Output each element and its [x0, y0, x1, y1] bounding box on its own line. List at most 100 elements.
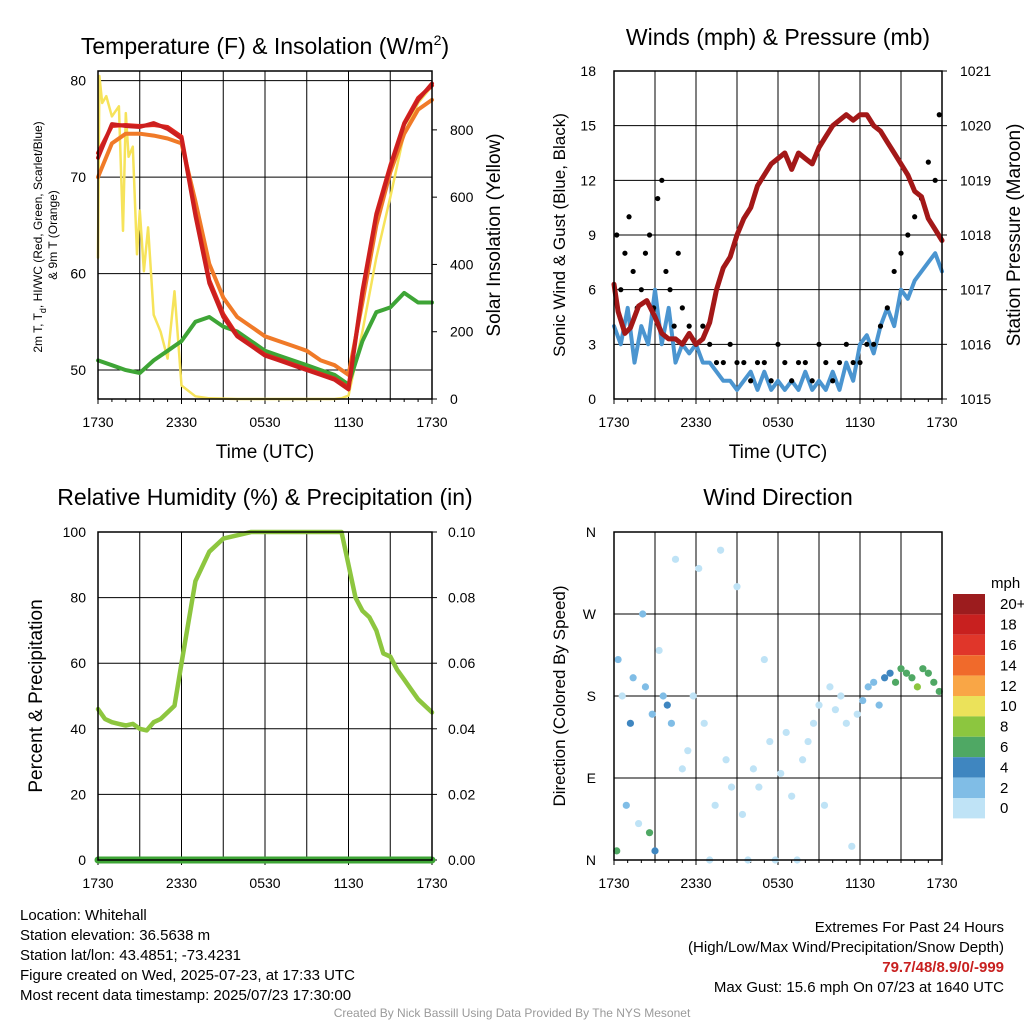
- direction-point: [848, 842, 856, 850]
- legend-label: 20+: [1000, 596, 1024, 613]
- direction-point: [788, 792, 796, 800]
- y-axis-label-left: Direction (Colored By Speed): [550, 585, 569, 806]
- y-tick-label-left: 100: [63, 524, 87, 540]
- direction-point: [826, 683, 834, 691]
- plot-frame: [97, 70, 433, 400]
- gust-point: [809, 378, 815, 384]
- y-tick-label-left: 60: [70, 266, 86, 282]
- legend-swatch: [953, 614, 985, 635]
- title-close: ): [441, 33, 449, 59]
- legend-title: mph: [991, 575, 1020, 592]
- direction-point: [809, 719, 818, 727]
- direction-point: [635, 819, 643, 828]
- legend-swatch: [953, 634, 985, 656]
- gust-point: [857, 359, 863, 366]
- y-tick-label-left: N: [586, 524, 596, 540]
- y-axis-label-left-2: & 9m T (Orange): [46, 190, 60, 280]
- direction-point: [881, 674, 889, 682]
- y-tick-label-right: 800: [450, 122, 474, 138]
- y-axis-label-right: Station Pressure (Maroon): [1004, 124, 1024, 347]
- legend-label: 2: [1000, 780, 1008, 797]
- gust-point: [761, 359, 767, 366]
- gust-point: [936, 112, 942, 118]
- direction-point: [700, 719, 708, 727]
- y-tick-label-right: 1021: [960, 63, 991, 79]
- gust-point: [626, 214, 632, 220]
- direction-point: [870, 678, 878, 686]
- legend-label: 12: [1000, 678, 1017, 695]
- y-axis-label-left: Percent & Precipitation: [26, 599, 47, 792]
- direction-point: [738, 810, 747, 819]
- y-tick-label-left: 18: [580, 63, 596, 79]
- y-tick-label-right: 0.00: [448, 852, 475, 868]
- gust-point: [655, 195, 661, 202]
- direction-point: [902, 669, 911, 677]
- gust-point: [891, 268, 897, 275]
- direction-point: [749, 765, 758, 773]
- direction-point: [641, 683, 650, 691]
- direction-point: [755, 783, 763, 791]
- x-tick-label: 1730: [416, 414, 447, 430]
- direction-point: [678, 765, 686, 773]
- gust-point: [925, 159, 931, 165]
- direction-point: [613, 847, 621, 855]
- latest-timestamp: Most recent data timestamp: 2025/07/23 1…: [20, 987, 352, 1004]
- legend-label: 8: [1000, 719, 1008, 736]
- gust-point: [727, 341, 733, 347]
- direction-point: [684, 747, 692, 755]
- direction-point: [820, 801, 829, 809]
- gust-point: [836, 359, 843, 366]
- direction-point: [891, 678, 900, 686]
- panel-3: Relative Humidity (%) & Precipitation (i…: [26, 484, 475, 891]
- y-tick-label-right: 1020: [960, 118, 991, 134]
- y-tick-label-left: 50: [70, 362, 86, 378]
- gust-point: [642, 250, 649, 256]
- y-tick-label-left: 80: [70, 73, 86, 89]
- gust-point: [795, 359, 802, 366]
- y-tick-label-left: 20: [70, 786, 86, 802]
- gust-point: [638, 287, 644, 293]
- legend-label: 14: [1000, 657, 1017, 674]
- max-gust: Max Gust: 15.6 mph On 07/23 at 1640 UTC: [713, 979, 1004, 996]
- direction-point: [689, 692, 697, 700]
- y-tick-label-right: 0.04: [448, 721, 475, 737]
- y-tick-label-left: 60: [70, 655, 86, 671]
- y-tick-label-left: 0: [588, 391, 596, 407]
- panel-2-title: Winds (mph) & Pressure (mb): [626, 24, 930, 50]
- direction-point: [777, 769, 785, 778]
- direction-point: [924, 669, 932, 677]
- direction-point: [760, 655, 768, 664]
- gust-point: [871, 341, 877, 347]
- direction-point: [935, 687, 943, 696]
- temperature-line: [96, 81, 434, 392]
- gust-point: [782, 359, 788, 366]
- gust-point: [707, 341, 713, 347]
- extremes-subtitle: (High/Low/Max Wind/Precipitation/Snow De…: [688, 939, 1004, 956]
- direction-point: [815, 701, 823, 709]
- x-tick-label: 2330: [166, 414, 197, 430]
- panel-1-title: Temperature (F) & Insolation (W/m2): [81, 32, 449, 59]
- legend-label: 4: [1000, 759, 1008, 776]
- direction-point: [655, 646, 663, 655]
- y-axis-label-left: Sonic Wind & Gust (Blue, Black): [550, 113, 569, 357]
- gust-point: [618, 287, 624, 293]
- gust-point: [864, 341, 870, 347]
- legend-swatch: [953, 798, 985, 819]
- direction-point: [722, 756, 730, 764]
- gust-point: [768, 378, 774, 384]
- x-tick-label: 1730: [416, 875, 447, 891]
- direction-point: [648, 710, 656, 718]
- gust-point: [671, 323, 677, 329]
- panel-3-title: Relative Humidity (%) & Precipitation (i…: [57, 484, 472, 510]
- y-tick-label-left: 70: [70, 169, 86, 185]
- y-axis-label-right: Solar Insolation (Yellow): [484, 133, 505, 336]
- direction-point: [671, 555, 680, 563]
- station-elevation: Station elevation: 36.5638 m: [20, 927, 211, 944]
- station-info: Location: Whitehall Station elevation: 3…: [20, 906, 355, 1006]
- legend-swatch: [953, 675, 985, 696]
- direction-point: [645, 829, 654, 837]
- y-tick-label-left: 80: [70, 590, 86, 606]
- gust-point: [734, 359, 740, 366]
- y-tick-label-right: 600: [450, 189, 474, 205]
- x-tick-label: 1130: [845, 875, 875, 891]
